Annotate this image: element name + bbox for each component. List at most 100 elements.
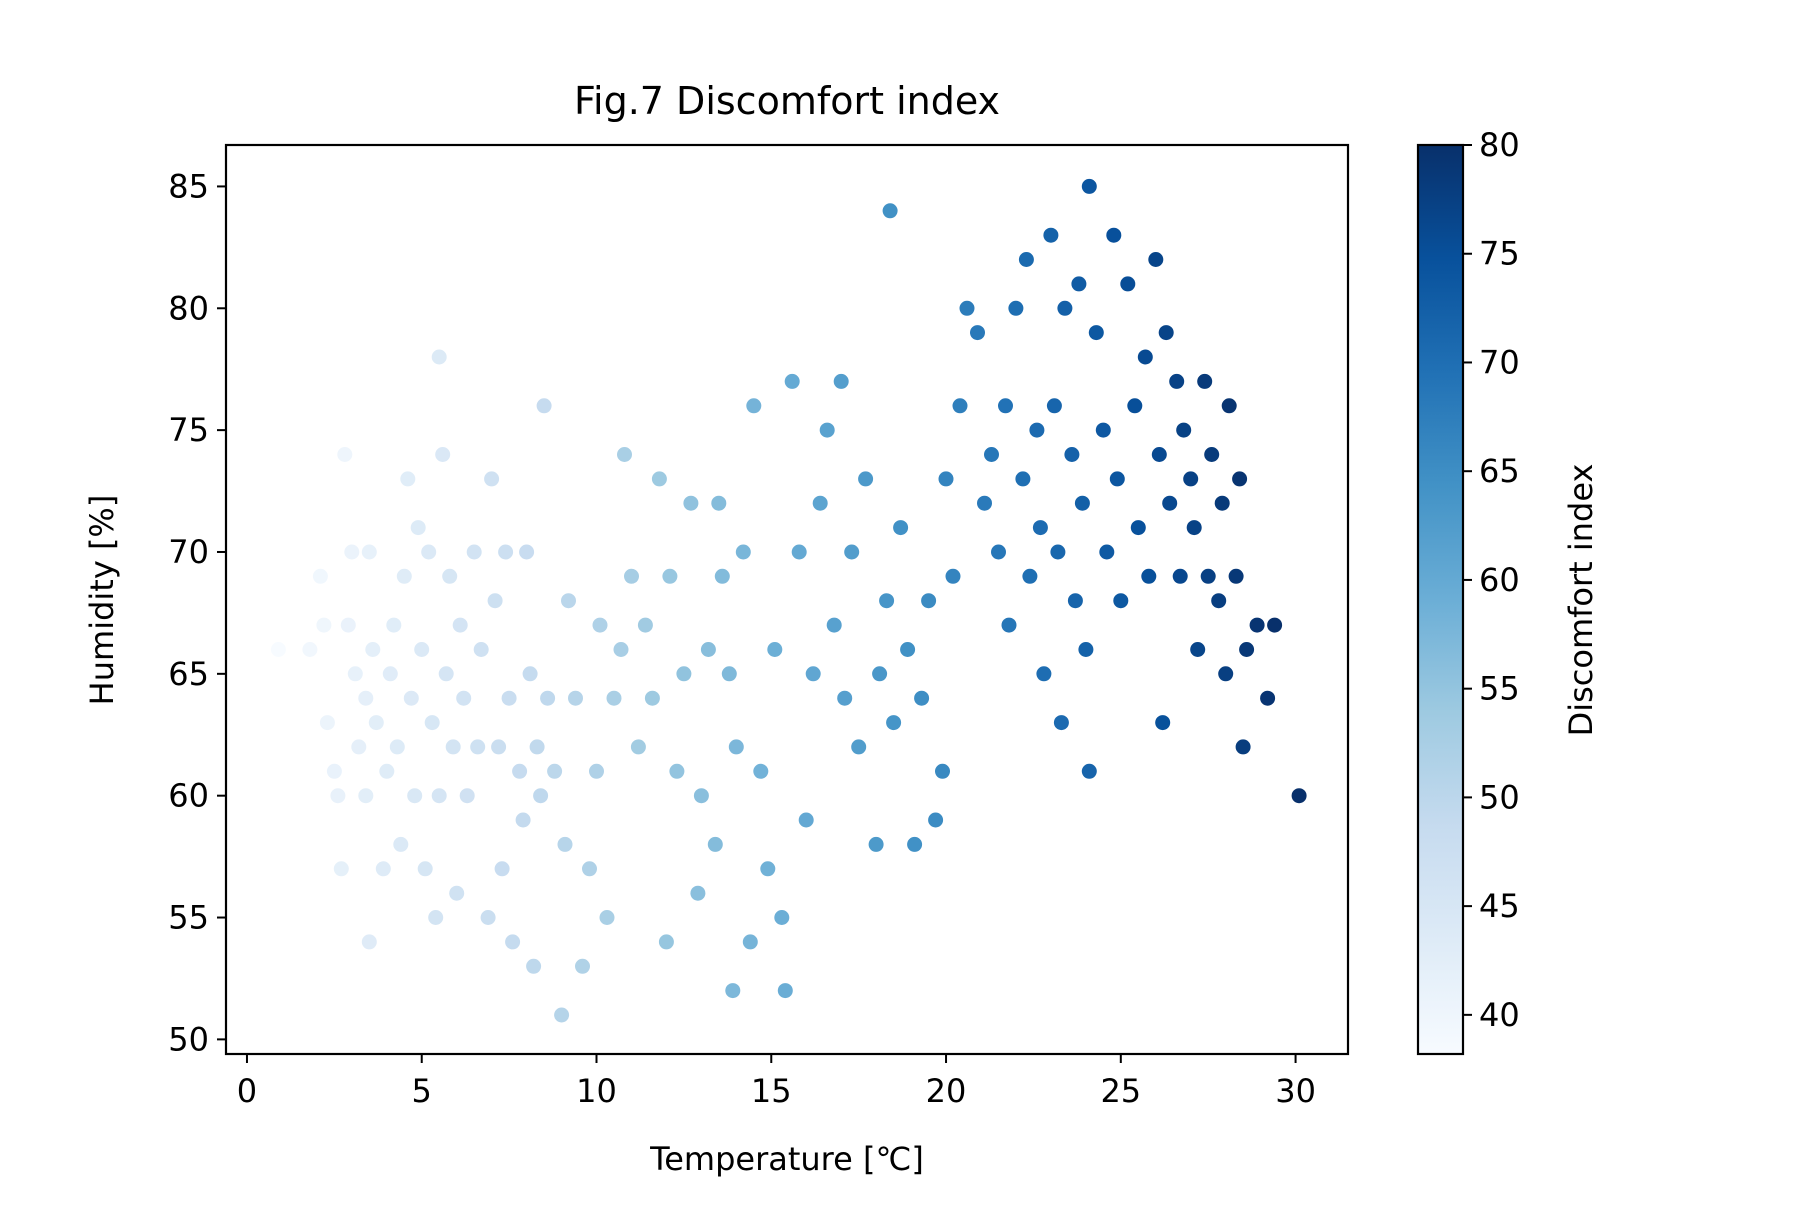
data-points — [270, 178, 1307, 1023]
colorbar: 40 45 50 55 60 65 70 75 80 Discomfort index — [1416, 126, 1600, 1056]
data-point — [1162, 495, 1178, 511]
data-point — [319, 715, 335, 731]
data-point — [928, 812, 944, 828]
x-axis-label: Temperature [℃] — [649, 1140, 924, 1178]
data-point — [1260, 690, 1276, 706]
data-point — [1099, 544, 1115, 560]
data-point — [1015, 471, 1031, 487]
data-point — [347, 666, 363, 682]
data-point — [1172, 568, 1188, 584]
data-point — [1204, 447, 1220, 462]
data-point — [812, 495, 828, 511]
data-point — [893, 520, 909, 536]
data-point — [617, 447, 632, 462]
data-point — [410, 520, 426, 536]
data-point — [914, 690, 930, 706]
data-point — [1291, 788, 1307, 804]
data-point — [421, 544, 437, 560]
data-point — [351, 739, 367, 755]
data-point — [1113, 593, 1129, 609]
data-point — [833, 373, 849, 389]
data-point — [554, 1007, 570, 1023]
colorbar-tick-label: 80 — [1479, 126, 1520, 164]
data-point — [1057, 300, 1073, 316]
y-tick-label: 50 — [168, 1020, 209, 1058]
data-point — [445, 739, 461, 755]
data-point — [728, 739, 744, 755]
data-point — [442, 568, 458, 584]
data-point — [1043, 227, 1059, 243]
data-point — [431, 788, 447, 804]
data-point — [651, 471, 667, 487]
data-point — [526, 958, 542, 974]
data-point — [606, 690, 622, 706]
colorbar-tick-label: 55 — [1479, 670, 1520, 708]
data-point — [658, 934, 674, 950]
data-point — [837, 690, 853, 706]
data-point — [935, 763, 950, 779]
data-point — [1200, 568, 1216, 584]
data-point — [1008, 300, 1024, 316]
data-point — [533, 788, 549, 804]
data-point — [470, 739, 486, 755]
data-point — [784, 373, 800, 389]
data-point — [742, 934, 758, 950]
data-point — [312, 568, 328, 584]
data-point — [1088, 325, 1104, 341]
data-point — [344, 544, 360, 560]
data-point — [1067, 593, 1083, 609]
data-point — [1221, 398, 1237, 414]
data-point — [1183, 471, 1199, 487]
data-point — [1095, 422, 1111, 438]
data-point — [561, 593, 576, 609]
data-point — [991, 544, 1006, 560]
y-axis: 50 55 60 65 70 75 80 85 — [168, 167, 226, 1058]
data-point — [1155, 715, 1171, 731]
data-point — [547, 763, 563, 779]
data-point — [700, 642, 716, 657]
data-point — [456, 690, 472, 706]
data-point — [361, 544, 377, 560]
data-point — [529, 739, 545, 755]
data-point — [725, 983, 741, 999]
data-point — [1053, 715, 1069, 731]
data-point — [389, 739, 405, 755]
data-point — [1141, 568, 1157, 584]
data-point — [330, 788, 346, 804]
data-point — [1137, 349, 1153, 365]
data-point — [690, 885, 706, 901]
data-point — [491, 739, 507, 755]
data-point — [361, 934, 377, 950]
data-point — [592, 617, 608, 633]
data-point — [746, 398, 762, 414]
data-point — [1074, 495, 1090, 511]
data-point — [414, 642, 430, 657]
data-point — [379, 763, 395, 779]
data-point — [407, 788, 423, 804]
data-point — [428, 910, 444, 925]
x-tick-label: 25 — [1100, 1072, 1141, 1110]
data-point — [435, 447, 451, 462]
data-point — [1228, 568, 1244, 584]
data-point — [1046, 398, 1062, 414]
data-point — [1235, 739, 1251, 755]
data-point — [693, 788, 709, 804]
data-point — [403, 690, 419, 706]
data-point — [1081, 178, 1097, 194]
data-point — [735, 544, 751, 560]
data-point — [424, 715, 440, 731]
x-tick-label: 5 — [412, 1072, 432, 1110]
data-point — [536, 398, 552, 414]
data-point — [358, 690, 374, 706]
data-point — [302, 642, 318, 657]
y-tick-label: 80 — [168, 289, 209, 327]
data-point — [900, 642, 916, 657]
data-point — [515, 812, 531, 828]
data-point — [498, 544, 514, 560]
data-point — [494, 861, 510, 877]
data-point — [396, 568, 412, 584]
data-point — [711, 495, 727, 511]
data-point — [879, 593, 895, 609]
data-point — [907, 836, 923, 852]
colorbar-label: Discomfort index — [1562, 464, 1600, 737]
